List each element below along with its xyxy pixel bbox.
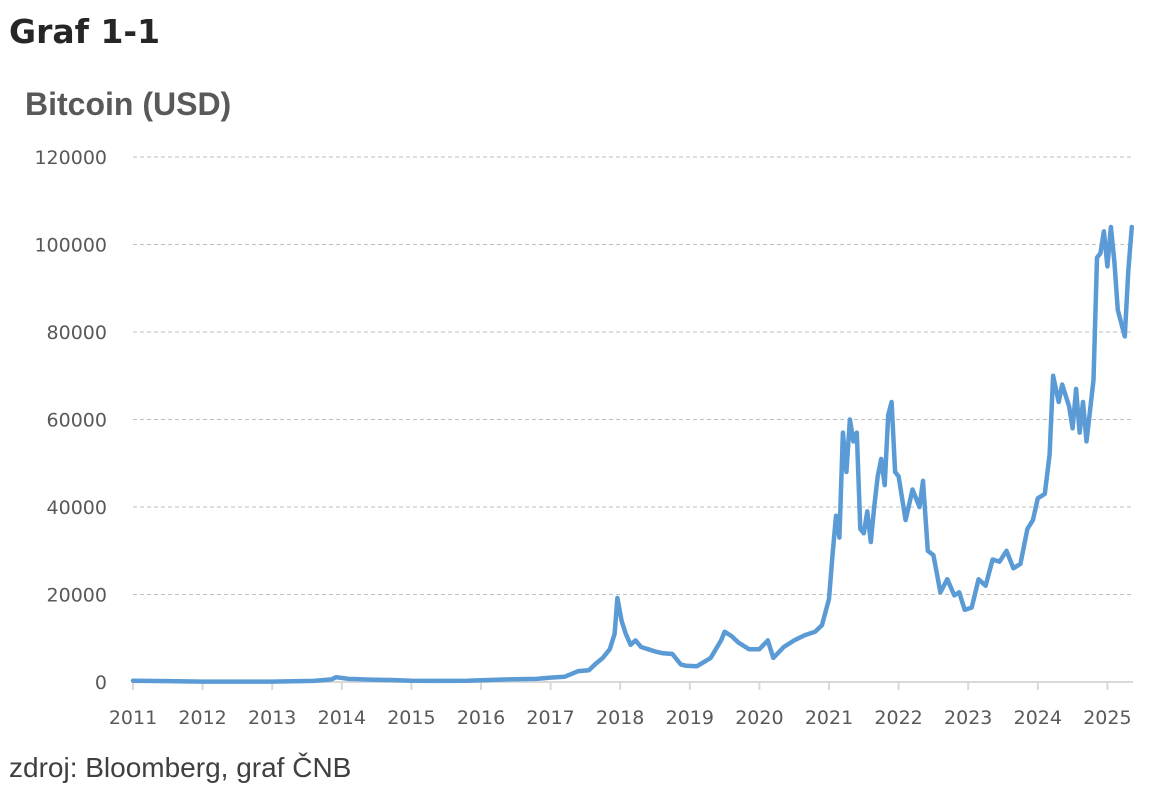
y-tick-label: 20000 (47, 585, 107, 607)
y-axis-ticks: 0 20000 40000 60000 80000 100000 120000 (34, 147, 107, 694)
x-tick-label: 2025 (1083, 707, 1131, 729)
x-tick-label: 2013 (248, 707, 296, 729)
x-tick-label: 2022 (874, 707, 922, 729)
x-tick-label: 2014 (318, 707, 366, 729)
x-tick-label: 2017 (526, 707, 574, 729)
x-tick-label: 2016 (457, 707, 505, 729)
figure-label: Graf 1-1 (9, 12, 161, 51)
x-tick-label: 2015 (387, 707, 435, 729)
chart-title: Bitcoin (USD) (25, 86, 232, 122)
y-tick-label: 0 (95, 672, 107, 694)
x-tick-label: 2023 (944, 707, 992, 729)
y-tick-label: 80000 (47, 322, 107, 344)
x-tick-label: 2012 (178, 707, 226, 729)
x-tick-label: 2018 (596, 707, 644, 729)
x-tick-label: 2020 (735, 707, 783, 729)
x-tick-label: 2011 (109, 707, 157, 729)
x-axis-ticks: 2011 2012 2013 2014 2015 2016 2017 2018 2019 2020… (109, 707, 1132, 729)
x-tick-label: 2024 (1014, 707, 1062, 729)
y-tick-label: 40000 (47, 497, 107, 519)
x-tick-label: 2019 (666, 707, 714, 729)
gridlines (133, 156, 1133, 595)
x-tick-label: 2021 (805, 707, 853, 729)
y-tick-label: 120000 (34, 147, 107, 169)
y-tick-label: 60000 (47, 410, 107, 432)
source-note: zdroj: Bloomberg, graf ČNB (9, 752, 352, 783)
bitcoin-price-line (130, 224, 1135, 684)
y-tick-label: 100000 (34, 235, 107, 257)
